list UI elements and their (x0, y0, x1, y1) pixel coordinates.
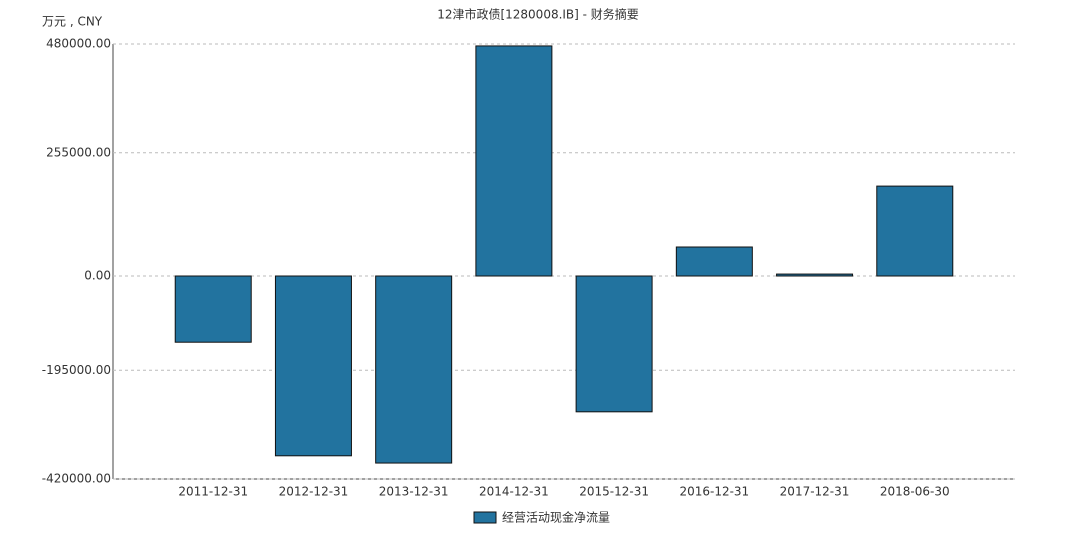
x-tick-label: 2014-12-31 (479, 485, 549, 499)
x-tick-label: 2018-06-30 (880, 485, 950, 499)
y-tick-label: 480000.00 (46, 37, 111, 51)
chart-title: 12津市政债[1280008.IB] - 财务摘要 (437, 7, 639, 22)
y-axis-label: 万元 , CNY (42, 15, 103, 29)
bar (475, 45, 553, 277)
bar (876, 185, 954, 277)
y-tick-label: -420000.00 (42, 472, 111, 486)
bar (375, 275, 453, 464)
legend-swatch (473, 511, 497, 524)
x-tick-label: 2017-12-31 (780, 485, 850, 499)
x-tick-label: 2016-12-31 (679, 485, 749, 499)
y-tick-label: 0.00 (84, 269, 111, 283)
bar (575, 275, 653, 413)
bar (274, 275, 352, 457)
x-tick-label: 2013-12-31 (379, 485, 449, 499)
bar (776, 273, 854, 277)
x-tick-label: 2011-12-31 (178, 485, 248, 499)
legend-label: 经营活动现金净流量 (502, 510, 610, 525)
x-tick-label: 2012-12-31 (279, 485, 349, 499)
y-tick-label: 255000.00 (46, 145, 111, 159)
y-tick-label: -195000.00 (42, 363, 111, 377)
x-tick-label: 2015-12-31 (579, 485, 649, 499)
bar (174, 275, 252, 343)
bar (675, 246, 753, 277)
